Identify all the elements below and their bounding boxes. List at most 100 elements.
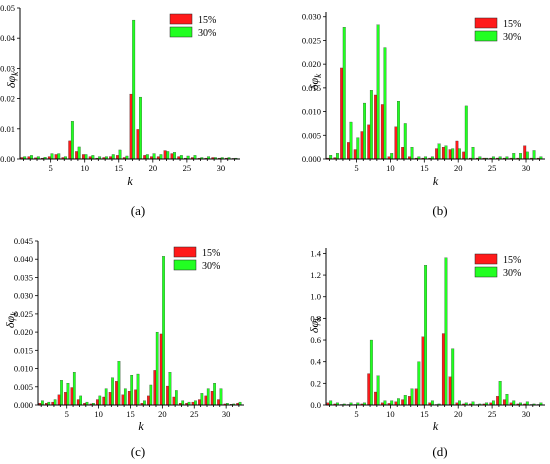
bar-a-s1-k22 [163, 150, 167, 160]
bar-d-s2-k27 [505, 394, 509, 406]
x-tick-label-a: 25 [183, 163, 192, 173]
y-tick-label-c: 0.000 [14, 400, 33, 410]
bar-a-s1-k19 [143, 155, 147, 160]
y-tick-label-c: 0.015 [14, 345, 33, 355]
bar-c-s2-k26 [200, 393, 204, 406]
x-tick-label-a: 20 [149, 163, 158, 173]
legend-label-d-1: 15% [503, 255, 521, 266]
bar-b-s2-k5 [356, 137, 360, 160]
bar-a-s2-k9 [77, 146, 81, 160]
bar-d-s1-k7 [367, 373, 371, 406]
bar-c-s2-k16 [136, 373, 140, 406]
x-tick-label-b: 10 [386, 163, 395, 173]
bar-d-s2-k9 [383, 400, 387, 406]
x-tick-label-a: 10 [80, 163, 89, 173]
y-tick-label-c: 0.035 [14, 272, 33, 282]
bar-d-s2-k16 [430, 400, 434, 406]
bar-a-s2-k22 [166, 151, 170, 160]
legend-label-b-1: 15% [503, 19, 521, 30]
bar-b-s1-k30 [523, 145, 527, 160]
legend-swatch-c-2 [173, 259, 197, 271]
bar-b-s2-k29 [519, 153, 522, 160]
bar-a-s1-k6 [54, 154, 58, 160]
bar-c-s1-k6 [70, 387, 74, 406]
bar-b-s1-k17 [435, 148, 439, 160]
legend-label-a-1: 15% [198, 15, 216, 26]
chart-panel-c: 0.000 0.005 0.010 0.015 0.020 0.025 0.030 0.035… [3, 236, 244, 459]
bar-a-s2-k20 [152, 153, 156, 160]
bar-a-s2-k2 [30, 155, 33, 160]
y-axis-label-d: δφk [307, 316, 323, 333]
bar-c-s2-k1 [41, 400, 44, 406]
bar-c-s1-k4 [57, 394, 61, 406]
y-tick-label-b: 0.005 [302, 130, 321, 140]
y-tick-label-b: 0.020 [302, 59, 321, 69]
x-tick-label-c: 10 [94, 409, 103, 419]
y-axis-label-a: δφk [4, 71, 20, 88]
bar-b-s2-k2 [336, 153, 339, 160]
x-tick-label-d: 10 [386, 409, 395, 419]
y-tick-label-b: 0.000 [302, 154, 321, 164]
x-tick-label-c: 15 [126, 409, 135, 419]
bar-c-s2-k6 [72, 372, 76, 406]
bar-c-s2-k20 [162, 256, 165, 406]
bar-b-s2-k4 [349, 121, 353, 160]
bar-a-s1-k18 [136, 129, 140, 160]
bar-d-s2-k19 [451, 348, 455, 406]
chart-panel-d: 0.0 0.2 0.4 0.6 0.8 1.0 1.2 1.4 5 10 15 20 25 30 k δφk 1… [307, 248, 545, 459]
legend-swatch-d-1 [474, 253, 498, 265]
y-tick-label-c: 0.030 [14, 291, 33, 301]
bar-b-s2-k17 [437, 143, 441, 160]
bar-b-s2-k3 [342, 27, 346, 160]
bar-d-s2-k18 [444, 257, 448, 406]
bar-d-s1-k18 [441, 333, 445, 406]
bar-a-s2-k26 [193, 155, 197, 160]
bar-b-s2-k7 [369, 90, 373, 160]
bar-a-s2-k19 [145, 154, 149, 160]
bar-b-s1-k18 [441, 147, 445, 160]
bar-c-s2-k29 [219, 388, 223, 406]
y-tick-label-b: 0.030 [302, 12, 321, 22]
panel-caption-a: (a) [131, 203, 145, 218]
bar-b-s2-k12 [403, 123, 407, 160]
bar-c-s1-k26 [198, 399, 201, 406]
bar-a-s1-k8 [68, 140, 72, 160]
y-tick-label-b: 0.010 [302, 107, 321, 117]
x-tick-label-b: 15 [420, 163, 429, 173]
bar-a-s2-k5 [50, 153, 54, 160]
bar-b-s1-k20 [455, 140, 459, 160]
bar-c-s2-k14 [123, 388, 127, 406]
x-axis-label-b: k [433, 174, 439, 188]
y-tick-label-d: 1.2 [310, 270, 321, 280]
bar-b-s2-k28 [512, 153, 516, 160]
bar-c-s2-k18 [149, 384, 153, 406]
x-tick-label-a: 30 [217, 163, 226, 173]
bar-c-s1-k13 [115, 381, 118, 406]
bar-c-s1-k22 [172, 396, 176, 406]
bar-d-s2-k25 [491, 400, 495, 406]
bar-a-s2-k10 [84, 154, 88, 160]
bar-c-s1-k29 [217, 399, 220, 406]
bar-b-s1-k11 [394, 126, 398, 160]
y-tick-label-c: 0.045 [14, 236, 33, 246]
y-axis-label-b: δφk [307, 73, 323, 90]
bar-d-s2-k15 [424, 265, 428, 406]
bar-c-s2-k23 [181, 400, 185, 406]
y-tick-label-d: 1.4 [310, 248, 321, 258]
y-tick-label-a: 0.03 [0, 63, 15, 73]
bar-d-s2-k8 [376, 375, 380, 406]
bar-b-s2-k22 [471, 147, 475, 160]
bar-b-s1-k3 [340, 67, 344, 160]
bar-a-s1-k10 [81, 154, 85, 160]
bar-d-s1-k19 [448, 376, 452, 406]
y-tick-label-b: 0.015 [302, 83, 321, 93]
x-tick-label-d: 25 [488, 409, 497, 419]
y-tick-label-d: 0.8 [310, 313, 321, 323]
x-tick-label-b: 25 [488, 163, 497, 173]
panel-caption-c: (c) [131, 444, 145, 459]
bar-a-s2-k24 [179, 155, 183, 160]
bar-a-s2-k11 [91, 155, 95, 160]
bar-c-s2-k5 [66, 383, 70, 406]
bar-d-s2-k13 [410, 388, 414, 406]
bar-b-s2-k11 [397, 101, 400, 160]
